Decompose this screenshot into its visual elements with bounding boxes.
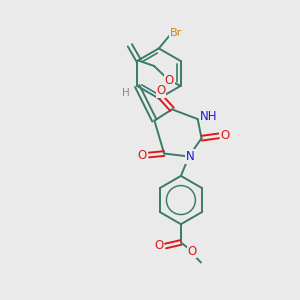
- Text: NH: NH: [200, 110, 218, 123]
- Text: O: O: [156, 84, 166, 97]
- Text: H: H: [122, 88, 130, 98]
- Text: O: O: [165, 74, 174, 87]
- Text: O: O: [138, 148, 147, 161]
- Text: O: O: [154, 239, 164, 252]
- Text: Br: Br: [169, 28, 182, 38]
- Text: O: O: [188, 245, 197, 258]
- Text: N: N: [186, 150, 195, 163]
- Text: O: O: [220, 129, 230, 142]
